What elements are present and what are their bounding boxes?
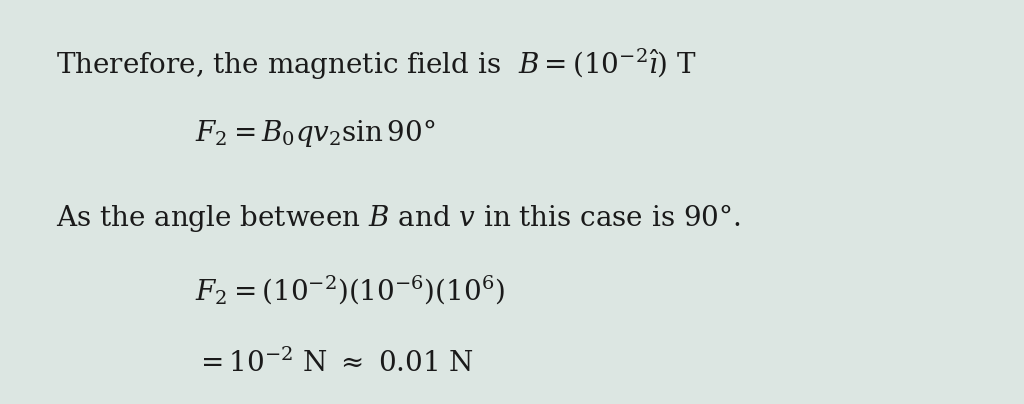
Text: Therefore, the magnetic field is  $B = (10^{-2}\hat{\imath})$ T: Therefore, the magnetic field is $B = (1…	[56, 47, 697, 82]
Text: $= 10^{-2}$ N $\approx$ 0.01 N: $= 10^{-2}$ N $\approx$ 0.01 N	[195, 349, 473, 378]
Text: $F_2 = (10^{-2})(10^{-6})(10^{6})$: $F_2 = (10^{-2})(10^{-6})(10^{6})$	[195, 274, 505, 307]
Text: $F_2 = B_0 q v_2 \sin 90°$: $F_2 = B_0 q v_2 \sin 90°$	[195, 117, 435, 149]
Text: As the angle between $B$ and $v$ in this case is 90°.: As the angle between $B$ and $v$ in this…	[56, 202, 741, 234]
